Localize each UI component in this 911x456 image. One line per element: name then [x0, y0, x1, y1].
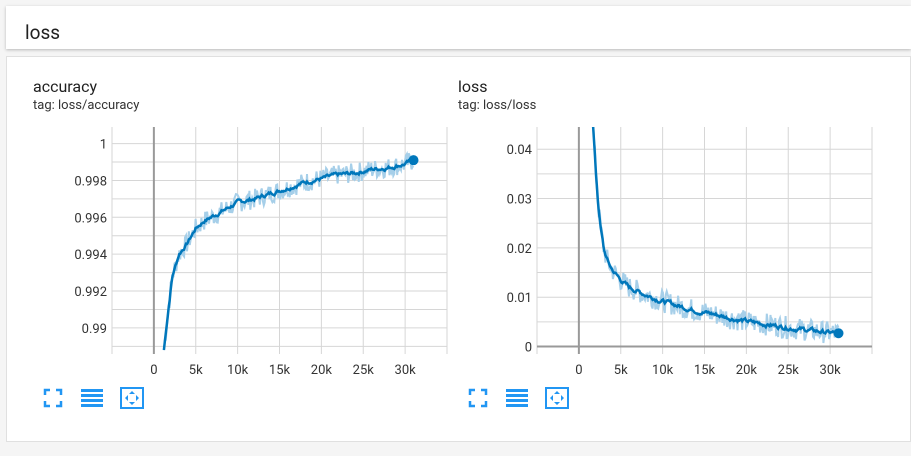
series-end-point — [408, 155, 419, 166]
fullscreen-icon[interactable] — [465, 385, 491, 411]
chart-title: accuracy — [33, 77, 98, 96]
chart-card-container: accuracy tag: loss/accuracy 1 0.998 0.996 0… — [6, 56, 911, 442]
y-tick-label: 0.992 — [74, 285, 107, 300]
y-tick-label: 0.01 — [507, 291, 532, 306]
fit-domain-icon[interactable] — [119, 385, 145, 411]
chart-tag: tag: loss/accuracy — [33, 98, 140, 113]
accuracy-chart-svg[interactable]: 1 0.998 0.996 0.994 0.992 0.99 0 5k 10k 15k 20k 25… — [7, 117, 457, 377]
x-tick-label: 15k — [694, 363, 716, 377]
y-tick-label: 0 — [525, 341, 532, 356]
fit-domain-icon[interactable] — [544, 385, 570, 411]
chart-tag: tag: loss/loss — [458, 98, 537, 113]
x-tick-label: 5k — [614, 363, 628, 377]
section-title: loss — [25, 21, 61, 44]
x-tick-label: 10k — [652, 363, 674, 377]
x-tick-label: 20k — [311, 363, 333, 377]
x-tick-label: 20k — [736, 363, 758, 377]
raw-series-line — [162, 150, 415, 351]
x-tick-label: 10k — [227, 363, 249, 377]
x-tick-label: 15k — [269, 363, 291, 377]
chart-title: loss — [458, 77, 488, 96]
x-tick-label: 30k — [395, 363, 417, 377]
y-tick-label: 0.02 — [507, 242, 532, 257]
raw-series-line — [592, 127, 840, 344]
y-tick-label: 0.998 — [74, 174, 107, 189]
x-tick-label: 25k — [353, 363, 375, 377]
smoothed-series-line — [591, 127, 839, 335]
section-header[interactable]: loss — [6, 6, 911, 49]
fullscreen-icon[interactable] — [40, 385, 66, 411]
x-tick-label: 25k — [778, 363, 800, 377]
y-tick-label: 1 — [100, 138, 107, 153]
y-tick-label: 0.994 — [74, 248, 107, 263]
y-tick-label: 0.03 — [507, 193, 532, 208]
loss-chart-svg[interactable]: 0.04 0.03 0.02 0.01 0 0 5k 10k 15k 20k 25k 30k — [432, 117, 882, 377]
x-tick-label: 5k — [189, 363, 203, 377]
series-end-point — [833, 328, 844, 339]
smoothed-series-line — [162, 157, 414, 351]
data-table-icon[interactable] — [504, 385, 530, 411]
x-tick-label: 0 — [150, 363, 157, 377]
y-tick-label: 0.04 — [507, 143, 533, 158]
y-tick-label: 0.996 — [74, 211, 107, 226]
x-tick-label: 0 — [575, 363, 582, 377]
data-table-icon[interactable] — [79, 385, 105, 411]
y-tick-label: 0.99 — [82, 322, 107, 337]
x-tick-label: 30k — [820, 363, 842, 377]
